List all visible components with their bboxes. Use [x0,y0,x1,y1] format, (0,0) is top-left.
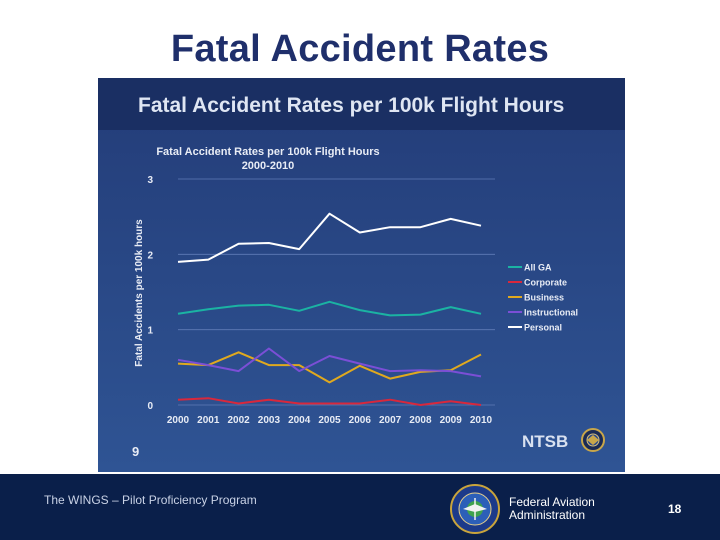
series-line-personal [177,212,482,263]
series-line-instructional [177,347,482,378]
x-tick-label: 2007 [379,415,402,426]
faa-name-line2: Administration [509,508,586,522]
ntsb-seal-icon [581,428,605,452]
x-tick-label: 2000 [167,415,190,426]
x-tick-label: 2001 [197,415,220,426]
y-tick-label: 0 [147,401,153,412]
x-tick-label: 2004 [288,415,311,426]
ntsb-logo-text: NTSB [522,432,568,451]
series-line-all-ga [177,300,482,317]
slide-title: Fatal Accident Rates [170,28,550,70]
x-tick-label: 2008 [409,415,432,426]
program-name: The WINGS – Pilot Proficiency Program [44,493,257,507]
chart-subtitle: 2000-2010 [242,160,295,172]
x-tick-label: 2003 [258,415,281,426]
x-tick-label: 2009 [440,415,463,426]
chart-title: Fatal Accident Rates per 100k Flight Hou… [156,146,379,158]
x-tick-label: 2005 [318,415,341,426]
chart-panel: Fatal Accident Rates per 100k Flight Hou… [98,78,625,472]
series-line-corporate [177,397,482,406]
banner-strip [98,78,625,130]
x-tick-label: 2010 [470,415,493,426]
faa-seal-icon [450,484,500,534]
legend-label-corporate: Corporate [524,278,567,288]
faa-name: Federal Aviation Administration [509,496,629,522]
banner-title: Fatal Accident Rates per 100k Flight Hou… [138,94,564,117]
y-tick-label: 3 [147,175,153,186]
legend-label-business: Business [524,293,564,303]
chart-background [98,78,625,472]
y-tick-label: 1 [147,326,153,337]
panel-slide-number: 9 [132,444,139,459]
x-tick-label: 2002 [227,415,250,426]
footer-bar: The WINGS – Pilot Proficiency Program Fe… [0,474,720,540]
legend-label-all-ga: All GA [524,263,552,273]
legend-label-instructional: Instructional [524,308,578,318]
fatal-accident-rates-chart: Fatal Accident Rates per 100k Flight Hou… [98,78,625,472]
faa-name-line1: Federal Aviation [509,495,595,509]
page-number: 18 [668,502,682,516]
x-tick-label: 2006 [349,415,372,426]
y-tick-label: 2 [147,250,153,261]
legend-label-personal: Personal [524,323,562,333]
y-axis-label: Fatal Accidents per 100k hours [134,219,145,367]
